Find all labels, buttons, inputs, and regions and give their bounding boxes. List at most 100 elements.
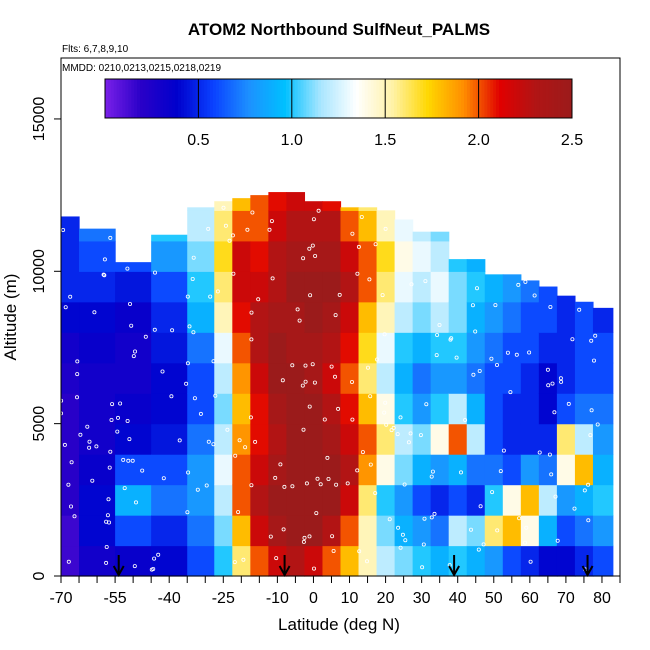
colorbar-swatch xyxy=(405,79,410,118)
colorbar-swatch xyxy=(239,79,243,118)
heatmap-cell xyxy=(520,280,540,303)
heatmap-cell xyxy=(214,332,233,364)
sample-point xyxy=(127,301,132,306)
sample-point xyxy=(586,482,591,487)
sample-point xyxy=(454,355,459,360)
colorbar-swatch xyxy=(320,79,325,118)
sample-point xyxy=(308,293,313,298)
heatmap-cell xyxy=(151,515,188,547)
heatmap-cell xyxy=(322,210,342,242)
heatmap-cell xyxy=(286,484,306,516)
sample-point xyxy=(132,564,137,569)
sample-point xyxy=(280,378,285,383)
sample-point xyxy=(558,376,563,381)
heatmap-cell xyxy=(484,484,504,516)
heatmap-cell xyxy=(394,219,414,242)
heatmap-cell xyxy=(520,423,540,455)
heatmap-cell xyxy=(430,301,450,333)
sample-point xyxy=(490,490,495,495)
heatmap-cell xyxy=(61,240,80,272)
sample-point xyxy=(528,559,533,564)
sample-point xyxy=(301,427,306,432)
sample-point xyxy=(333,313,338,318)
sample-point xyxy=(546,383,551,388)
heatmap-cell xyxy=(358,207,378,211)
heatmap-cell xyxy=(376,332,396,364)
sample-point xyxy=(75,372,80,377)
heatmap-cell xyxy=(115,332,152,364)
heatmap-cell xyxy=(538,332,558,364)
sample-point xyxy=(108,235,113,240)
colorbar-swatch xyxy=(283,79,287,118)
heatmap-cell xyxy=(151,332,188,364)
sample-point xyxy=(101,272,106,277)
x-tick-label: 70 xyxy=(557,590,575,607)
colorbar-swatch xyxy=(198,79,202,118)
colorbar-swatch xyxy=(183,79,188,118)
colorbar-swatch xyxy=(364,79,369,118)
colorbar-swatch xyxy=(525,79,529,118)
sample-point xyxy=(418,433,423,438)
heatmap-cell xyxy=(520,301,540,333)
colorbar-swatch xyxy=(542,79,547,118)
colorbar-swatch xyxy=(180,79,185,118)
colorbar-swatch xyxy=(551,79,555,118)
heatmap-cell xyxy=(232,484,251,516)
heatmap-cell xyxy=(358,393,378,425)
heatmap-cell xyxy=(61,393,80,425)
heatmap-cell xyxy=(61,216,80,242)
heatmap-cell xyxy=(250,423,269,455)
sample-point xyxy=(307,404,312,409)
heatmap-cell xyxy=(61,362,80,394)
heatmap-cell xyxy=(394,362,414,394)
heatmap-cell xyxy=(592,362,614,394)
colorbar-swatch xyxy=(329,79,334,118)
colorbar-swatch xyxy=(291,79,296,118)
sample-point xyxy=(190,276,195,281)
heatmap-cell xyxy=(61,332,80,364)
colorbar-swatch xyxy=(142,79,147,118)
heatmap-cell xyxy=(538,515,558,547)
sample-point xyxy=(357,549,362,554)
flights-note: Flts: 6,7,8,9,10 xyxy=(62,44,129,55)
sample-point xyxy=(471,372,476,377)
sample-point xyxy=(396,525,401,530)
sample-point xyxy=(72,514,77,519)
colorbar-swatch xyxy=(361,79,366,118)
colorbar-swatch xyxy=(110,79,115,118)
sample-point xyxy=(232,560,237,565)
sample-point xyxy=(493,303,498,308)
colorbar-swatch xyxy=(475,79,480,118)
colorbar-swatch xyxy=(408,79,412,118)
heatmap-cell xyxy=(151,423,188,455)
heatmap-cell xyxy=(484,515,504,547)
sample-point xyxy=(473,329,478,334)
x-tick-label: 20 xyxy=(377,590,395,607)
sample-point xyxy=(402,482,407,487)
sample-point xyxy=(75,359,80,364)
sample-point xyxy=(582,488,587,493)
sample-point xyxy=(383,400,388,405)
colorbar-swatch xyxy=(545,79,550,118)
colorbar-swatch xyxy=(490,79,494,118)
sample-point xyxy=(331,549,336,554)
heatmap-cell xyxy=(268,210,287,242)
sample-point xyxy=(304,481,309,486)
colorbar-swatch xyxy=(137,79,141,118)
heatmap-cell xyxy=(502,484,522,516)
sample-point xyxy=(192,396,197,401)
heatmap-cell xyxy=(286,454,306,486)
sample-point xyxy=(420,565,425,570)
heatmap-cell xyxy=(61,515,80,547)
sample-point xyxy=(161,476,166,481)
heatmap-cell xyxy=(394,423,414,455)
heatmap-cell xyxy=(376,484,396,516)
heatmap-cell xyxy=(430,393,450,425)
heatmap-cell xyxy=(412,240,432,272)
profile-marker-arrowhead xyxy=(448,565,460,578)
heatmap-cell xyxy=(214,545,233,577)
colorbar-swatch xyxy=(242,79,246,118)
heatmap-cell xyxy=(466,515,486,547)
heatmap-cell xyxy=(322,515,342,547)
heatmap-cell xyxy=(304,393,324,425)
